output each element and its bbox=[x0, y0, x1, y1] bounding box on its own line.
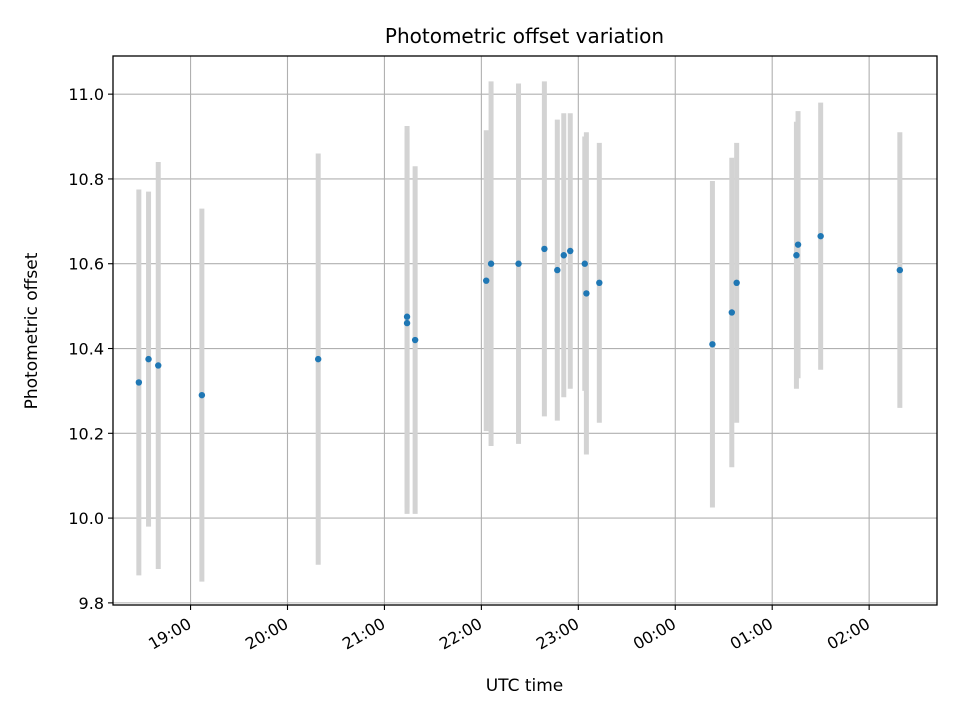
data-point bbox=[733, 279, 740, 287]
data-point bbox=[560, 252, 567, 259]
y-axis-ticks: 9.8 10.0 10.2 10.4 10.6 10.8 11.0 bbox=[68, 85, 113, 613]
chart-title: Photometric offset variation bbox=[385, 24, 664, 48]
y-axis-label: Photometric offset bbox=[22, 252, 42, 409]
x-axis-label: UTC time bbox=[486, 676, 564, 696]
y-tick-label: 10.2 bbox=[68, 424, 104, 443]
data-point bbox=[411, 336, 419, 344]
data-point bbox=[155, 362, 162, 369]
data-point bbox=[135, 379, 143, 386]
data-point bbox=[145, 355, 152, 363]
data-point bbox=[487, 260, 495, 267]
data-point bbox=[596, 279, 603, 287]
data-point bbox=[403, 319, 411, 327]
data-point bbox=[567, 247, 574, 255]
y-tick-label: 10.6 bbox=[68, 255, 104, 274]
data-point bbox=[794, 241, 802, 248]
data-points bbox=[135, 232, 904, 399]
data-point bbox=[515, 260, 522, 267]
data-point bbox=[483, 277, 490, 284]
data-point bbox=[314, 355, 322, 363]
y-tick-label: 11.0 bbox=[68, 85, 104, 104]
data-point bbox=[817, 232, 824, 240]
data-point bbox=[896, 266, 904, 274]
y-tick-label: 10.8 bbox=[68, 170, 104, 189]
plot-frame bbox=[112, 55, 938, 606]
data-point bbox=[728, 309, 736, 316]
data-point bbox=[793, 252, 800, 259]
data-point bbox=[581, 260, 588, 267]
data-point bbox=[198, 391, 206, 399]
y-tick-label: 10.0 bbox=[68, 509, 104, 528]
y-tick-label: 9.8 bbox=[79, 594, 104, 613]
data-point bbox=[554, 266, 561, 274]
data-point bbox=[541, 245, 548, 253]
data-point bbox=[403, 313, 411, 320]
data-point bbox=[583, 290, 590, 297]
data-point bbox=[709, 341, 716, 348]
y-tick-label: 10.4 bbox=[68, 340, 104, 359]
